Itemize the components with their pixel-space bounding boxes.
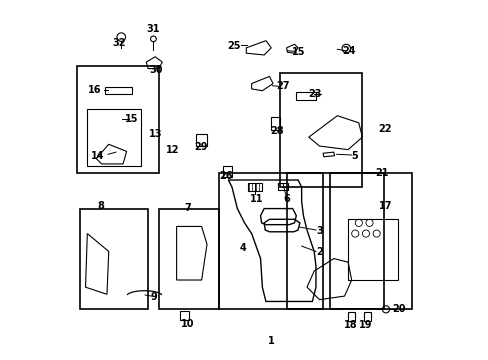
Bar [329,173,411,309]
Text: 8: 8 [97,201,104,211]
Text: 4: 4 [239,243,245,253]
Text: 15: 15 [125,113,139,123]
Bar [296,93,315,100]
Bar [223,166,231,177]
Text: 14: 14 [91,151,104,161]
Text: 30: 30 [149,65,163,75]
Text: 2: 2 [316,247,322,257]
Text: 17: 17 [378,201,391,211]
Bar [219,173,323,309]
Text: 20: 20 [391,304,405,314]
Text: 11: 11 [249,194,263,203]
Bar [280,73,362,187]
Bar [180,311,189,320]
Text: 16: 16 [87,85,101,95]
Text: 1: 1 [267,337,274,346]
Bar [159,208,219,309]
Text: 13: 13 [148,129,162,139]
Bar [287,173,383,309]
Bar [271,117,280,130]
Text: 5: 5 [350,151,357,161]
Bar [80,208,148,309]
Text: 7: 7 [184,203,191,213]
Bar [364,312,370,321]
Text: 25: 25 [227,41,241,51]
Text: 31: 31 [146,24,160,34]
Bar [278,183,287,190]
Bar [77,66,159,173]
Bar [247,183,262,192]
Text: 15: 15 [291,47,305,57]
Text: 32: 32 [112,38,125,48]
Text: 26: 26 [219,171,232,181]
Text: 28: 28 [270,126,284,136]
Text: 29: 29 [194,142,207,152]
Text: 27: 27 [276,81,289,91]
Text: 3: 3 [316,226,322,236]
Text: 12: 12 [165,145,179,155]
Text: 23: 23 [307,89,321,99]
Text: 18: 18 [344,320,357,330]
Bar [347,312,354,321]
Text: 6: 6 [283,194,289,203]
Text: 10: 10 [181,319,194,329]
Text: 22: 22 [377,124,390,134]
Text: 9: 9 [150,292,157,302]
Text: 19: 19 [359,320,372,330]
Bar [196,134,206,146]
Text: 21: 21 [374,168,388,178]
Text: 24: 24 [342,46,355,56]
Bar [87,109,141,166]
